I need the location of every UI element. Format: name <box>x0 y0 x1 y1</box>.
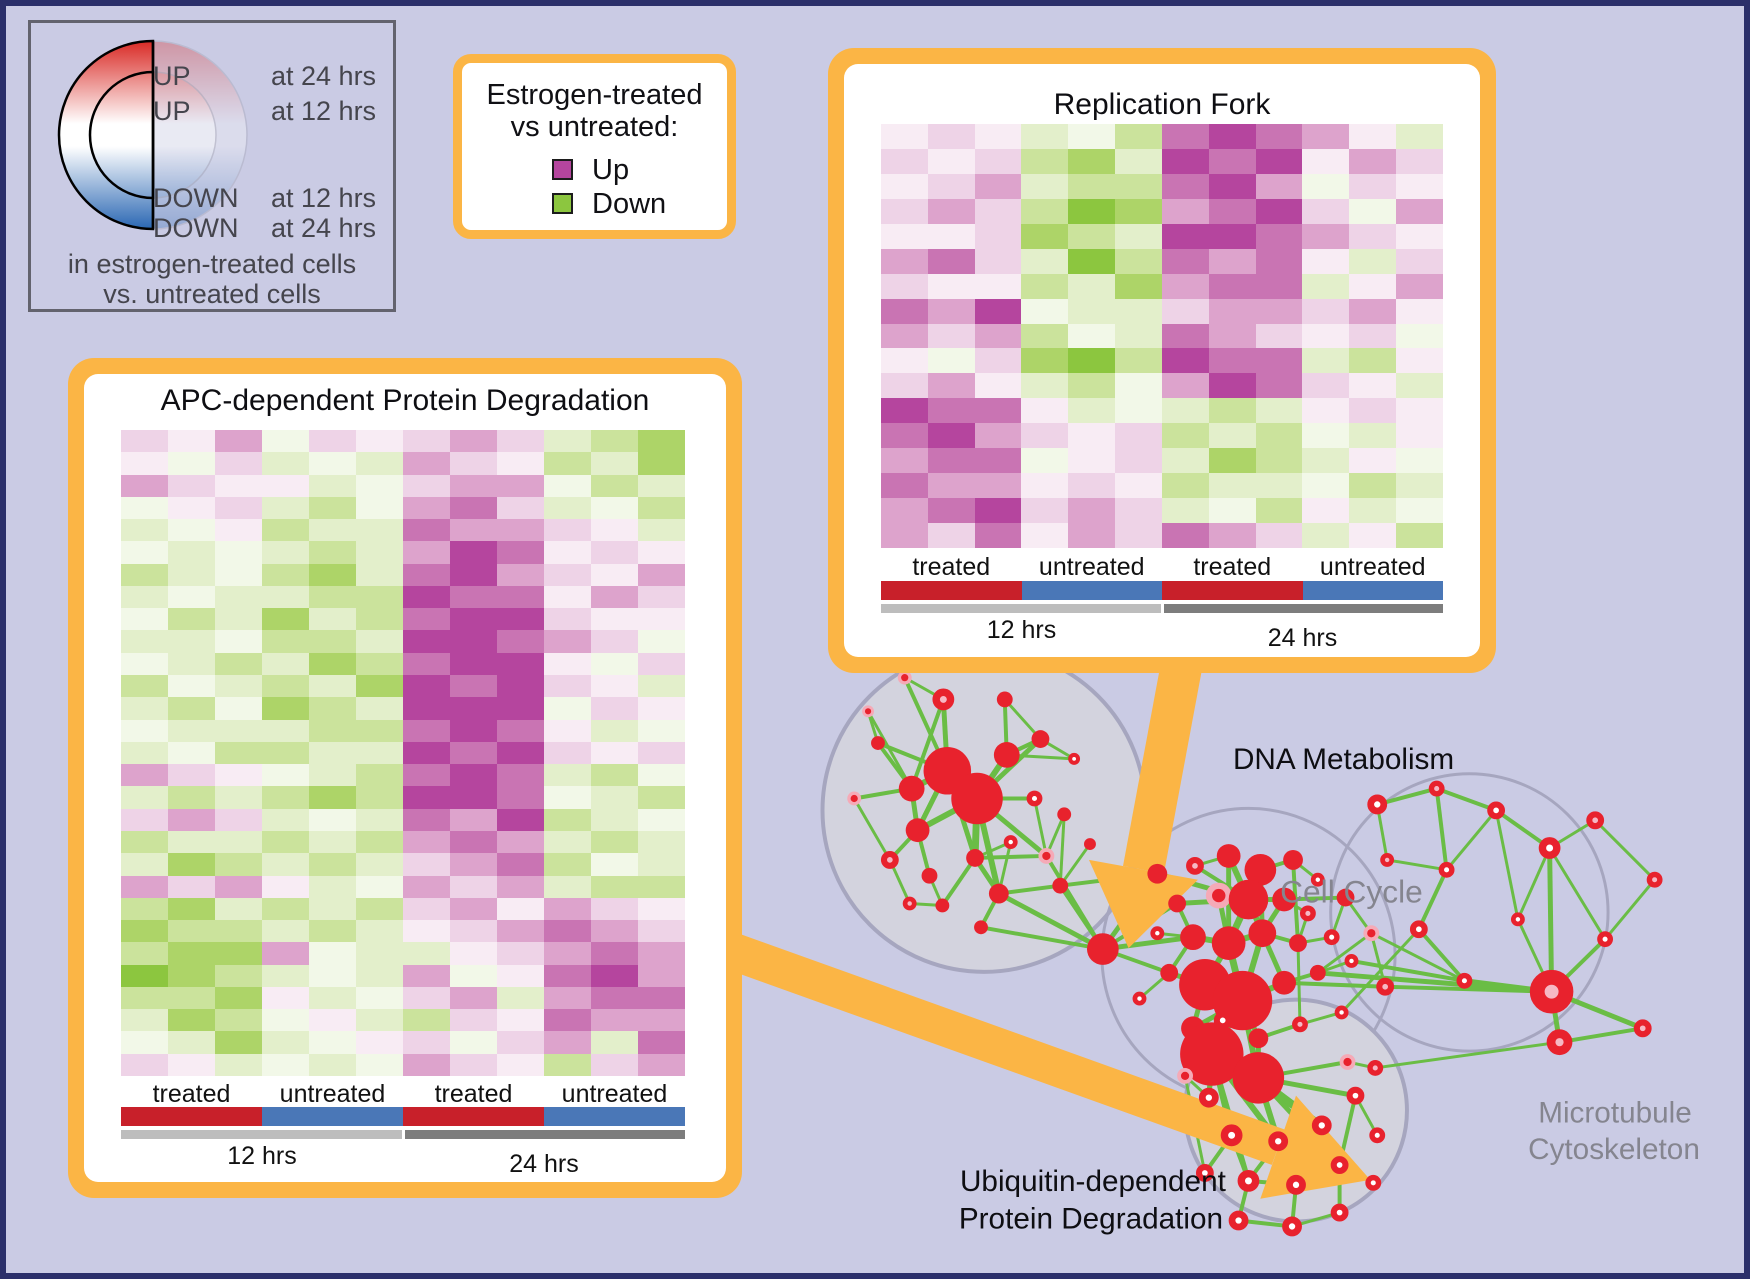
rf-group-treated-12: treated <box>912 553 991 581</box>
rf-group-untreated-12: untreated <box>1038 553 1145 581</box>
apc-title: APC-dependent Protein Degradation <box>160 384 650 417</box>
svg-text:Cytoskeleton: Cytoskeleton <box>1528 1133 1700 1166</box>
rf-bar-treated-24 <box>1162 581 1303 600</box>
apc-group-treated-12: treated <box>152 1080 231 1108</box>
ring-time-label: at 24 hrs <box>271 213 377 243</box>
rf-group-labels: treated untreated treated untreated <box>881 553 1443 582</box>
rf-bar-untreated-12 <box>1021 581 1162 600</box>
updown-rings-glyph <box>57 39 248 231</box>
ring-dir-label: DOWN <box>153 183 239 213</box>
ring-dir-label: UP <box>153 96 191 126</box>
ring-time-label: at 12 hrs <box>271 183 377 213</box>
rf-condition-bars <box>881 581 1443 600</box>
replication-fork-title: Replication Fork <box>1053 88 1271 121</box>
apc-12hrs-label: 12 hrs <box>227 1142 297 1170</box>
rf-bar-untreated-24 <box>1302 581 1443 600</box>
apc-group-untreated-24: untreated <box>561 1080 668 1108</box>
color-legend-title-line2: vs untreated: <box>510 111 679 143</box>
apc-heatmap <box>121 430 685 1076</box>
rf-bar-treated-12 <box>881 581 1022 600</box>
ring-footer-line2: vs. untreated cells <box>103 279 321 309</box>
replication-fork-heatmap <box>881 124 1443 548</box>
down-color-swatch <box>552 193 573 214</box>
apc-group-labels: treated untreated treated untreated <box>121 1080 685 1109</box>
apc-condition-bars <box>121 1107 685 1126</box>
color-legend-title-line1: Estrogen-treated <box>486 79 703 111</box>
apc-group-untreated-12: untreated <box>279 1080 386 1108</box>
apc-bar-treated-12 <box>121 1107 262 1126</box>
rf-time-bars <box>881 604 1443 613</box>
svg-text:Ubiquitin-dependent: Ubiquitin-dependent <box>960 1165 1227 1198</box>
up-label: Up <box>592 154 630 186</box>
rf-12hrs-label: 12 hrs <box>986 616 1057 644</box>
ring-time-label: at 24 hrs <box>271 61 377 91</box>
apc-24hrs-label: 24 hrs <box>509 1150 579 1178</box>
apc-group-treated-24: treated <box>434 1080 513 1108</box>
replication-fork-panel: Replication Fork treated untreated treat… <box>828 48 1496 673</box>
ring-legend-box: UP at 24 hrs UP at 12 hrs DOWN at 12 hrs… <box>28 20 396 312</box>
rf-group-treated-24: treated <box>1193 553 1272 581</box>
down-label: Down <box>592 188 667 220</box>
apc-bar-untreated-12 <box>262 1107 403 1126</box>
up-color-swatch <box>552 159 573 180</box>
rf-timebar-12 <box>881 604 1161 613</box>
apc-bar-treated-24 <box>403 1107 544 1126</box>
ring-time-label: at 12 hrs <box>271 96 377 126</box>
apc-timebar-12 <box>121 1130 402 1139</box>
svg-text:Cell Cycle: Cell Cycle <box>1280 874 1423 910</box>
svg-text:DNA Metabolism: DNA Metabolism <box>1233 743 1454 776</box>
ring-footer-line1: in estrogen-treated cells <box>67 249 357 279</box>
rf-group-untreated-24: untreated <box>1319 553 1426 581</box>
rf-24hrs-label: 24 hrs <box>1267 624 1338 652</box>
enrichment-network: DNA Metabolism Cell Cycle Microtubule Cytos… <box>720 646 1700 1237</box>
apc-bar-untreated-24 <box>544 1107 685 1126</box>
color-legend-box: Estrogen-treated vs untreated: Up Down <box>453 54 736 239</box>
apc-panel: APC-dependent Protein Degradation treate… <box>68 358 742 1198</box>
svg-text:Microtubule: Microtubule <box>1538 1096 1692 1129</box>
rf-timebar-24 <box>1160 604 1443 613</box>
inner-ring-solid-half <box>88 70 155 200</box>
ring-dir-label: UP <box>153 61 191 91</box>
ring-dir-label: DOWN <box>153 213 239 243</box>
apc-time-bars <box>121 1130 685 1139</box>
apc-timebar-24 <box>401 1130 685 1139</box>
svg-text:Protein Degradation: Protein Degradation <box>959 1202 1223 1235</box>
